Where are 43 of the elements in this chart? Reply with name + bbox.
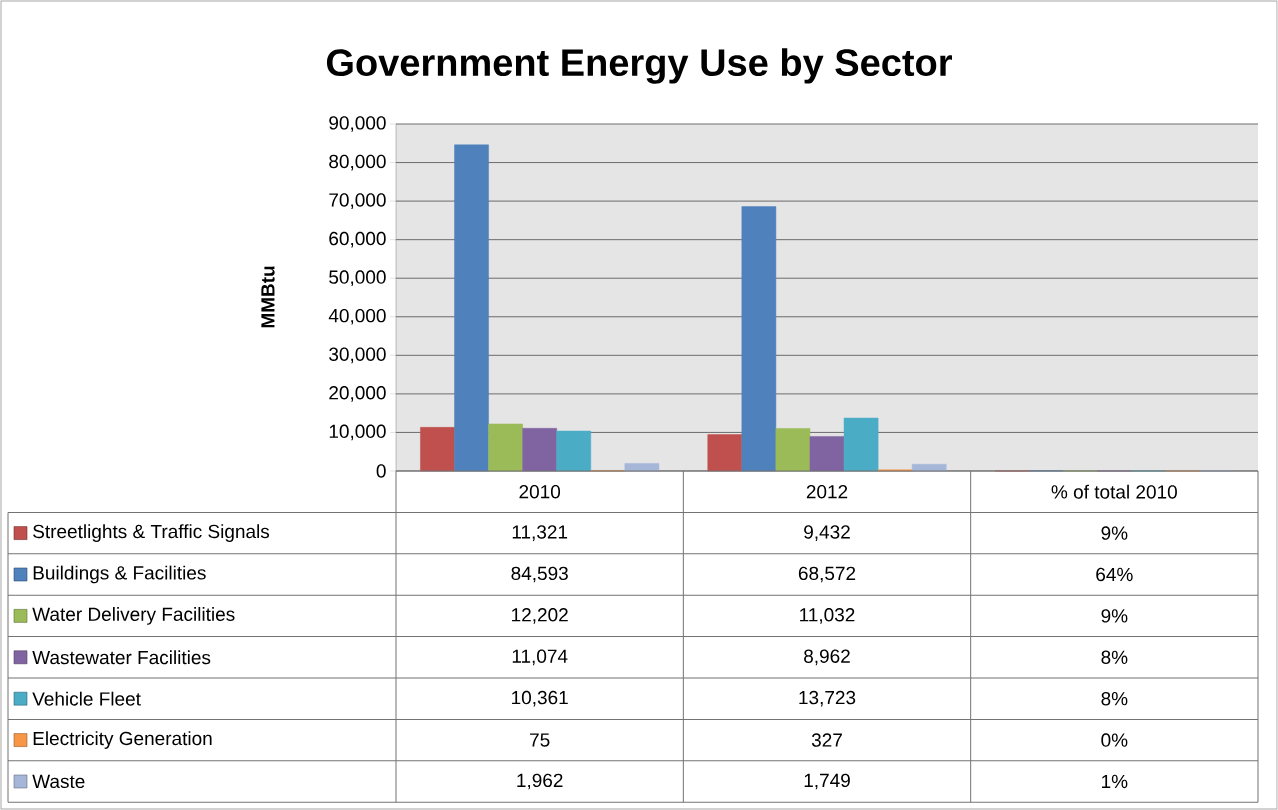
x-tick-label: 2012	[806, 484, 848, 499]
y-tick-label: 90,000	[329, 116, 386, 132]
data-label: 327	[811, 733, 842, 747]
data-label: 11,321	[512, 525, 568, 541]
y-tick-label: 40,000	[328, 308, 386, 325]
data-label: 11,074	[512, 649, 568, 666]
data-label: 11,032	[800, 608, 855, 624]
x-tick-label: % of total 2010	[1051, 484, 1177, 499]
legend-label: Electricity Generation	[33, 731, 212, 749]
legend-label: Streetlights & Traffic Signals	[33, 524, 270, 542]
data-label: 0%	[1101, 733, 1128, 747]
data-label: 13,723	[799, 690, 856, 707]
data-label: 64%	[1096, 567, 1133, 582]
data-label: 8%	[1101, 691, 1128, 706]
data-label: 12,202	[512, 608, 568, 624]
y-tick-label: 60,000	[329, 231, 386, 248]
data-label: 9,432	[804, 525, 850, 541]
legend-label: Water Delivery Facilities	[32, 607, 235, 625]
data-label: 9%	[1101, 526, 1128, 540]
data-label: 9%	[1101, 609, 1128, 623]
legend-label: Wastewater Facilities	[32, 650, 211, 665]
data-label: 1,749	[804, 773, 850, 790]
data-label: 1,962	[517, 773, 563, 790]
legend-label: Buildings & Facilities	[33, 565, 206, 584]
legend-label: Waste	[32, 774, 85, 789]
y-tick-label: 70,000	[329, 193, 386, 209]
y-tick-label: 80,000	[329, 154, 386, 171]
data-label: 68,572	[798, 566, 856, 583]
legend-label: Vehicle Fleet	[32, 691, 141, 706]
data-label: 10,361	[512, 690, 568, 707]
y-tick-label: 20,000	[329, 386, 386, 402]
x-tick-label: 2010	[519, 484, 561, 499]
data-label: 8,962	[804, 649, 850, 666]
data-label: 75	[530, 733, 550, 747]
chart-title: Government Energy Use by Sector	[326, 48, 952, 84]
data-label: 84,593	[511, 566, 568, 583]
data-label: 8%	[1101, 650, 1128, 665]
y-tick-label: 0	[376, 464, 386, 478]
data-label: 1%	[1102, 774, 1128, 789]
y-tick-label: 30,000	[329, 347, 386, 364]
y-tick-label: 10,000	[329, 424, 386, 441]
y-tick-label: 50,000	[329, 270, 386, 287]
y-axis-title: MMBtu	[261, 266, 275, 328]
